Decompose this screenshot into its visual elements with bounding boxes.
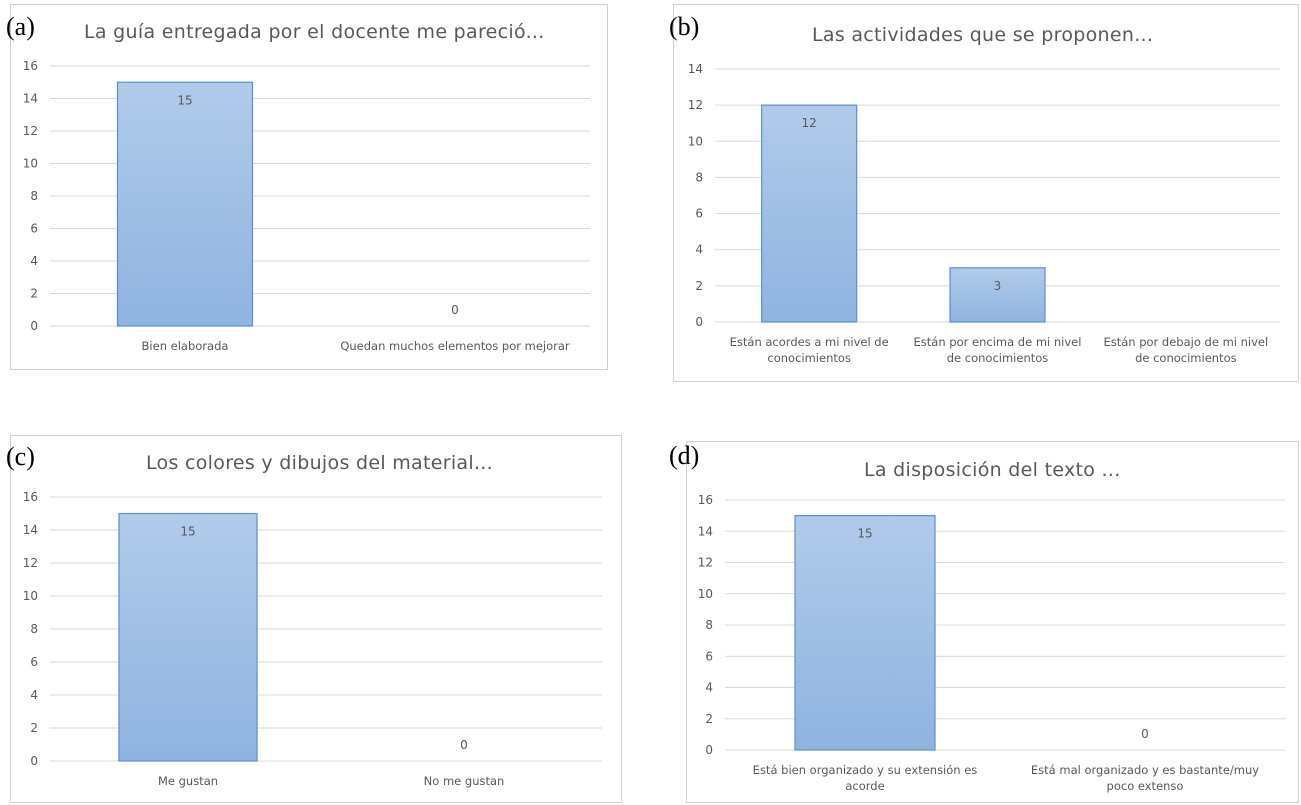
chart-frame-a xyxy=(10,4,608,370)
category-label-d-0-0: Está bien organizado y su extensión es xyxy=(753,763,978,777)
chart-title-b: Las actividades que se proponen... xyxy=(812,24,1154,46)
category-label-a-0-0: Bien elaborada xyxy=(142,339,229,353)
y-tick-label-b-6: 6 xyxy=(695,207,703,221)
y-tick-label-c-14: 14 xyxy=(23,523,38,537)
category-label-d-1-0: Está mal organizado y es bastante/muy xyxy=(1031,763,1259,777)
y-tick-label-b-14: 14 xyxy=(688,62,703,76)
panel-label-a: (a) xyxy=(6,12,35,41)
y-tick-label-a-12: 12 xyxy=(23,124,38,138)
y-tick-label-c-12: 12 xyxy=(23,556,38,570)
category-label-c-0-0: Me gustan xyxy=(158,774,218,788)
bar-b-0 xyxy=(761,104,858,323)
chart-title-c: Los colores y dibujos del material... xyxy=(146,452,493,474)
category-label-b-1-0: Están por encima de mi nivel xyxy=(914,335,1082,349)
data-label-c-1: 0 xyxy=(460,738,468,752)
y-tick-label-d-8: 8 xyxy=(705,618,713,632)
y-tick-label-b-2: 2 xyxy=(695,279,703,293)
category-label-d-0-1: acorde xyxy=(845,779,884,793)
category-label-b-1-1: de conocimientos xyxy=(947,351,1049,365)
category-label-a-1-0: Quedan muchos elementos por mejorar xyxy=(340,339,570,353)
data-label-d-1: 0 xyxy=(1141,727,1149,741)
y-tick-label-d-4: 4 xyxy=(705,681,713,695)
y-tick-label-d-0: 0 xyxy=(705,743,713,757)
data-label-d-0: 15 xyxy=(857,527,872,541)
category-label-d-1-1: poco extenso xyxy=(1107,779,1184,793)
data-label-c-0: 15 xyxy=(180,525,195,539)
y-tick-label-d-2: 2 xyxy=(705,712,713,726)
y-tick-label-c-16: 16 xyxy=(23,490,38,504)
y-tick-label-a-8: 8 xyxy=(30,189,38,203)
y-tick-label-d-10: 10 xyxy=(698,587,713,601)
y-tick-label-b-0: 0 xyxy=(695,315,703,329)
y-tick-label-d-12: 12 xyxy=(698,556,713,570)
chart-title-d: La disposición del texto ... xyxy=(864,459,1121,481)
y-tick-label-c-0: 0 xyxy=(30,754,38,768)
y-tick-label-c-10: 10 xyxy=(23,589,38,603)
bar-c-0 xyxy=(118,512,258,762)
data-label-a-0: 15 xyxy=(177,93,192,107)
category-label-b-0-1: conocimientos xyxy=(767,351,851,365)
y-tick-label-c-6: 6 xyxy=(30,655,38,669)
y-tick-label-a-4: 4 xyxy=(30,254,38,268)
y-tick-label-b-12: 12 xyxy=(688,98,703,112)
chart-frame-c xyxy=(10,435,622,803)
panel-label-b: (b) xyxy=(669,12,700,41)
y-tick-label-c-4: 4 xyxy=(30,688,38,702)
y-tick-label-a-6: 6 xyxy=(30,222,38,236)
chart-title-a: La guía entregada por el docente me pare… xyxy=(84,21,545,43)
y-tick-label-d-16: 16 xyxy=(698,493,713,507)
y-tick-label-b-10: 10 xyxy=(688,134,703,148)
y-tick-label-a-0: 0 xyxy=(30,319,38,333)
category-label-b-0-0: Están acordes a mi nivel de xyxy=(730,335,889,349)
data-label-b-1: 3 xyxy=(994,279,1002,293)
bar-a-0 xyxy=(116,81,254,327)
chart-frame-d xyxy=(686,441,1299,803)
y-tick-label-b-8: 8 xyxy=(695,170,703,184)
category-label-b-2-1: de conocimientos xyxy=(1135,351,1237,365)
y-tick-label-c-8: 8 xyxy=(30,622,38,636)
y-tick-label-a-10: 10 xyxy=(23,157,38,171)
bar-b-1 xyxy=(949,267,1046,323)
y-tick-label-d-6: 6 xyxy=(705,649,713,663)
data-label-a-1: 0 xyxy=(451,303,459,317)
panel-label-c: (c) xyxy=(6,442,35,471)
category-label-c-1-0: No me gustan xyxy=(424,774,505,788)
data-label-b-0: 12 xyxy=(802,116,817,130)
y-tick-label-c-2: 2 xyxy=(30,721,38,735)
y-tick-label-a-2: 2 xyxy=(30,287,38,301)
y-tick-label-d-14: 14 xyxy=(698,524,713,538)
y-tick-label-a-14: 14 xyxy=(23,92,38,106)
y-tick-label-a-16: 16 xyxy=(23,59,38,73)
bar-d-0 xyxy=(794,515,936,751)
panel-label-d: (d) xyxy=(669,441,700,470)
y-tick-label-b-4: 4 xyxy=(695,243,703,257)
category-label-b-2-0: Están por debajo de mi nivel xyxy=(1103,335,1268,349)
